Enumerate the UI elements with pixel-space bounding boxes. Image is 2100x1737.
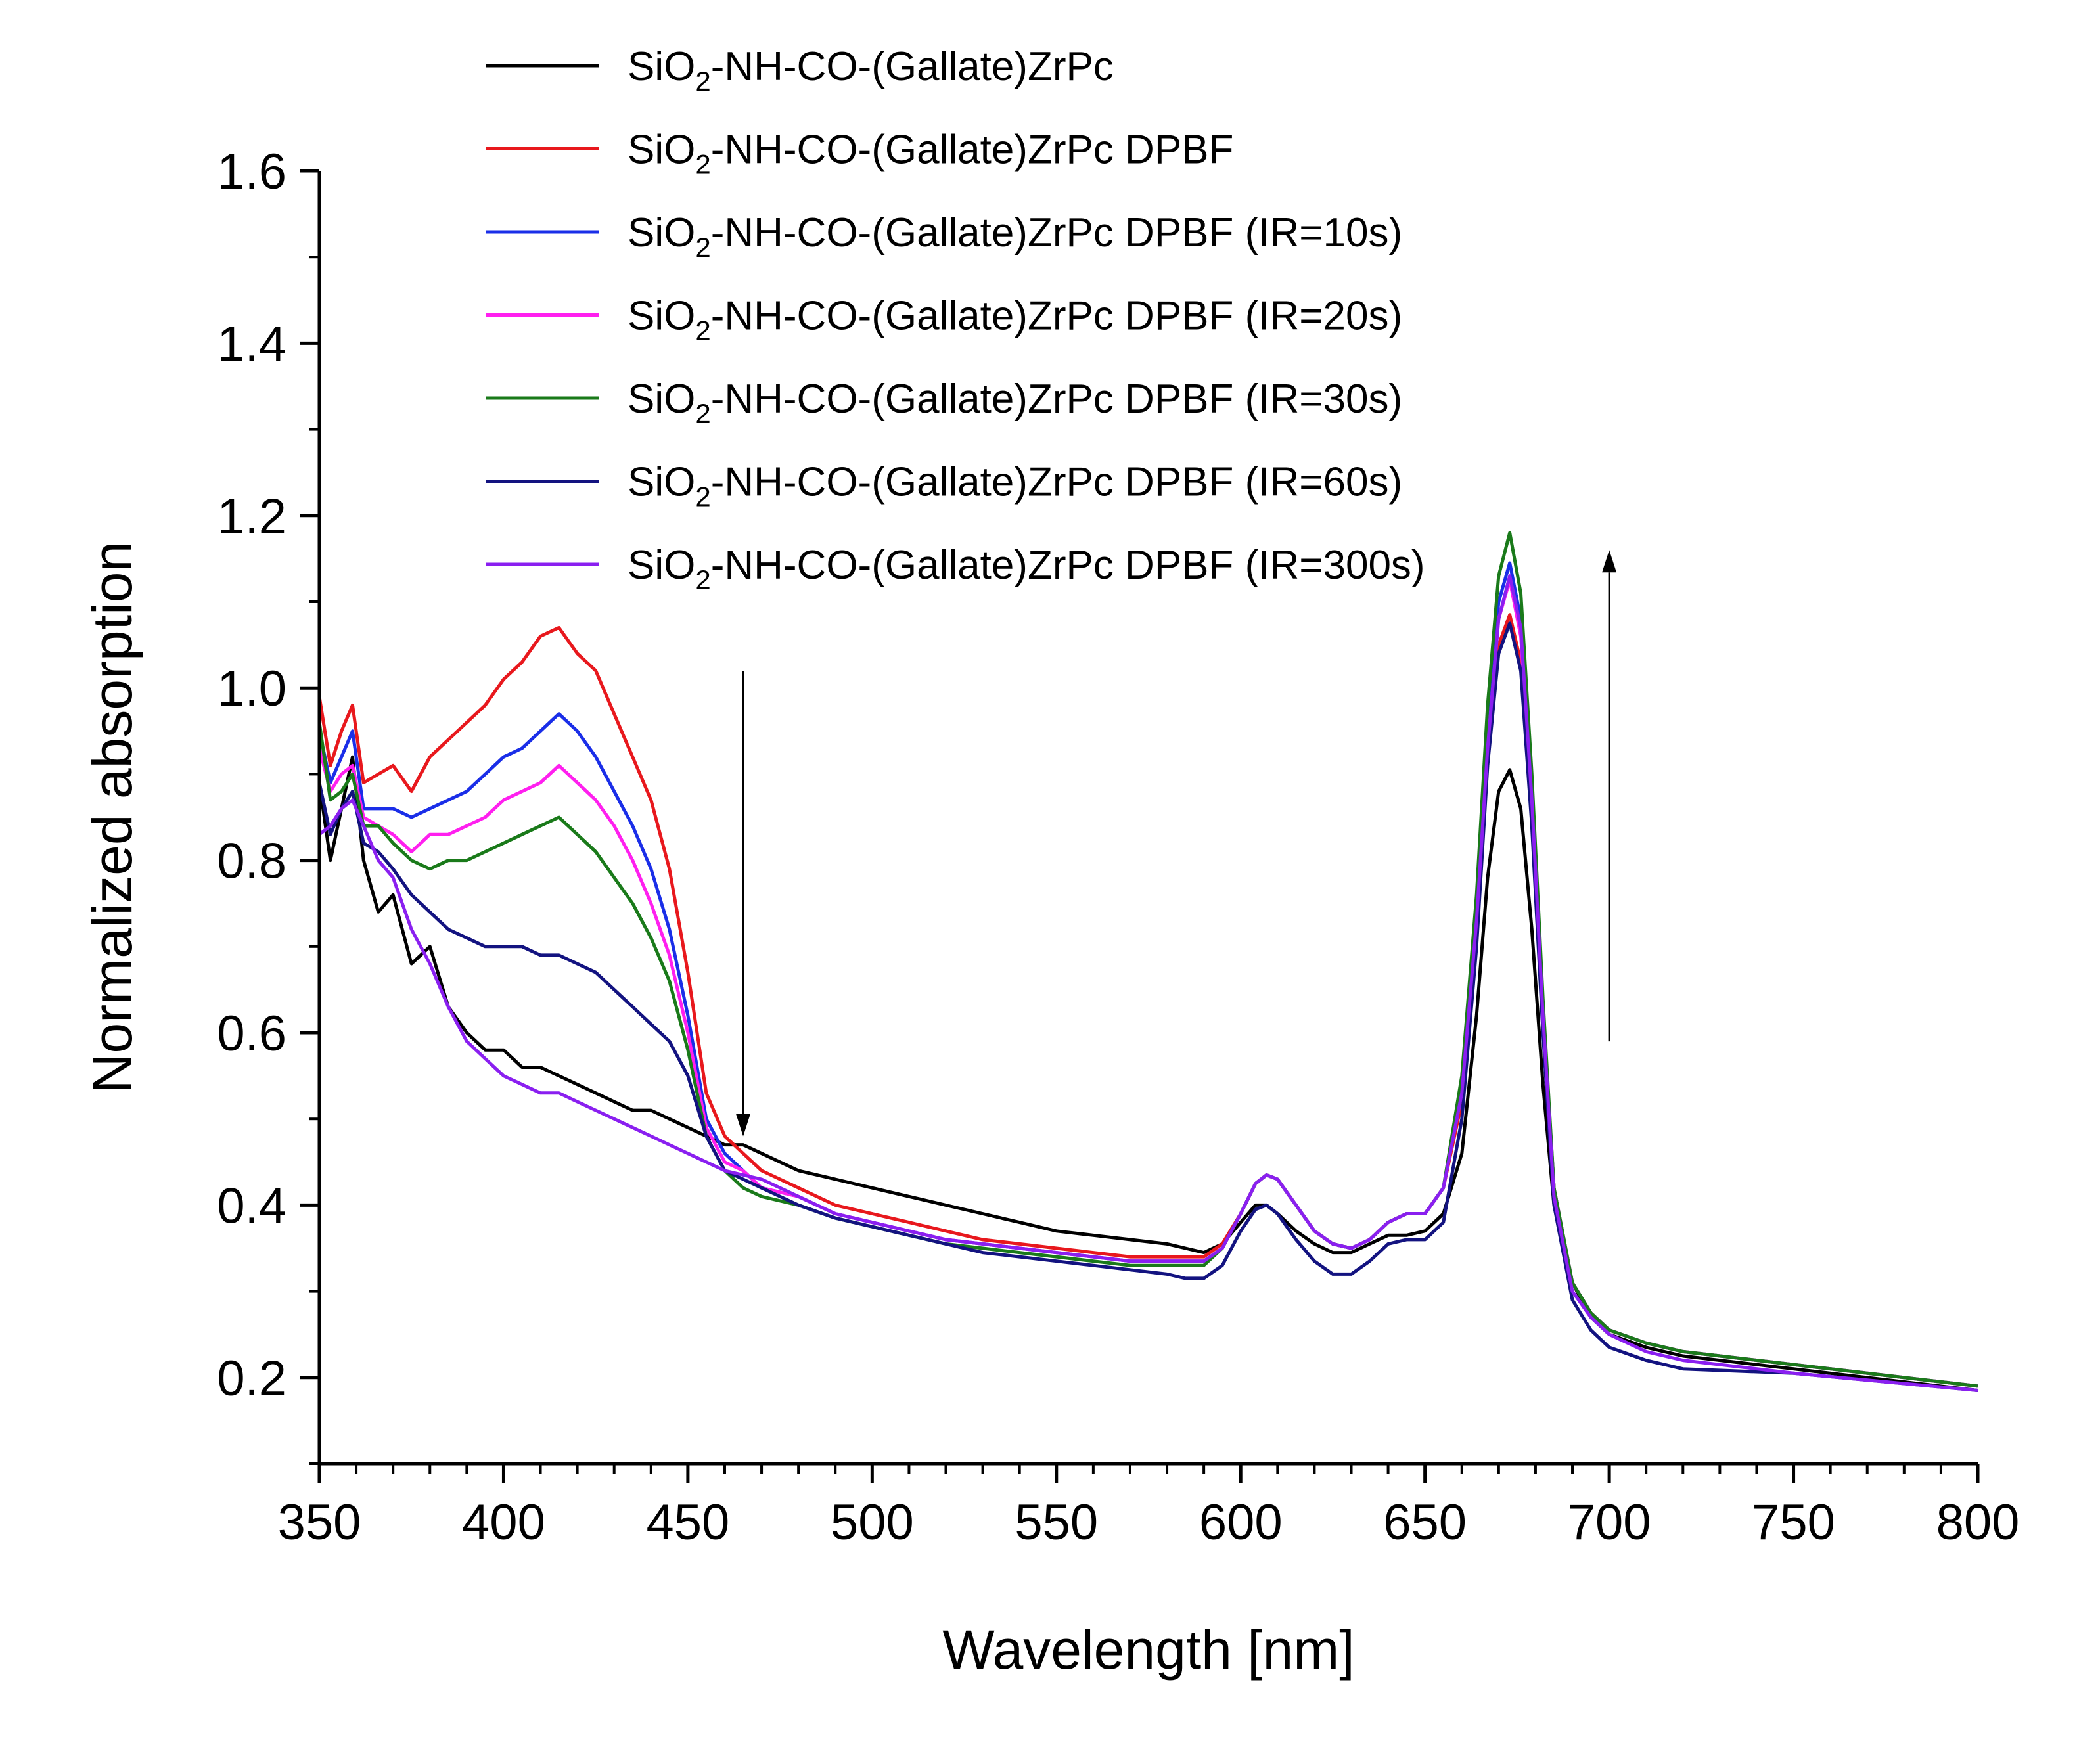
legend: SiO2-NH-CO-(Gallate)ZrPc SiO2-NH-CO-(Gall… [486,44,1425,595]
y-tick-label: 1.6 [217,144,286,200]
x-tick-label: 800 [1936,1495,2020,1550]
series-curves [317,531,1978,1392]
x-tick-label: 550 [1015,1495,1098,1550]
y-axis-title: Normalized absorption [81,541,143,1093]
arrow-up-icon [1602,550,1617,573]
legend-label-4: SiO2-NH-CO-(Gallate)ZrPc DPBF (IR=20s) [628,294,1402,346]
x-tick-label: 450 [646,1495,729,1550]
x-tick-label: 600 [1199,1495,1283,1550]
legend-label-3: SiO2-NH-CO-(Gallate)ZrPc DPBF (IR=10s) [628,210,1402,263]
arrow-down-icon [736,1114,751,1137]
x-tick-label: 750 [1752,1495,1835,1550]
legend-label-5: SiO2-NH-CO-(Gallate)ZrPc DPBF (IR=30s) [628,376,1402,429]
y-tick-label: 0.8 [217,834,286,890]
series-line-7 [318,574,1978,1392]
series-line-2 [317,613,1978,1388]
series-line-5 [317,531,1978,1388]
y-tick-label: 0.6 [217,1006,286,1062]
x-tick-label: 400 [462,1495,545,1550]
y-tick-label: 1.2 [217,489,286,545]
series-line-6 [317,621,1978,1392]
trend-arrows [736,550,1617,1137]
axes: 350 400 450 500 550 600 650 700 750 800 0.2 0.4 0.6 0… [217,144,2019,1550]
legend-label-2: SiO2-NH-CO-(Gallate)ZrPc DPBF [628,127,1233,180]
y-tick-label: 1.0 [217,661,286,717]
y-tick-label: 1.4 [217,316,286,372]
x-tick-label: 350 [278,1495,361,1550]
y-tick-label: 0.2 [217,1351,286,1407]
x-axis-title: Wavelength [nm] [942,1619,1354,1681]
y-tick-label: 0.4 [217,1178,286,1234]
x-tick-label: 700 [1568,1495,1651,1550]
series-line-1 [317,755,1978,1392]
legend-label-6: SiO2-NH-CO-(Gallate)ZrPc DPBF (IR=60s) [628,460,1402,512]
legend-label-7: SiO2-NH-CO-(Gallate)ZrPc DPBF (IR=300s) [628,543,1425,595]
x-tick-label: 650 [1383,1495,1467,1550]
x-tick-label: 500 [831,1495,914,1550]
legend-label-1: SiO2-NH-CO-(Gallate)ZrPc [628,44,1114,97]
